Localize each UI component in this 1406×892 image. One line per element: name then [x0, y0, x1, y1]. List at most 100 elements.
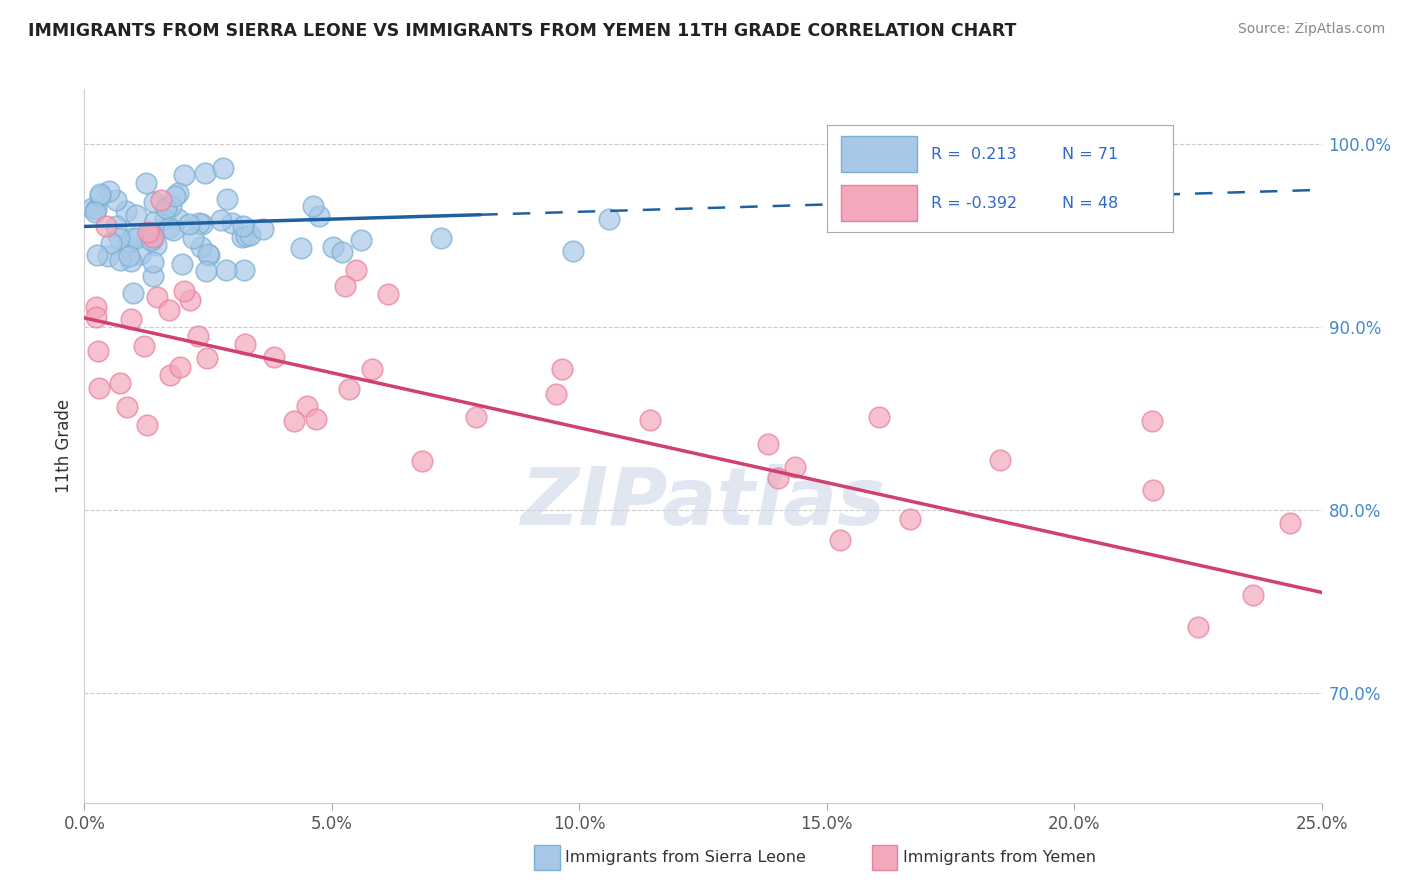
Point	[143, 195, 166, 210]
Point	[179, 217, 201, 231]
Point	[335, 278, 357, 293]
Point	[86, 248, 108, 262]
Point	[125, 208, 148, 222]
Point	[155, 201, 177, 215]
Point	[117, 238, 139, 252]
Point	[308, 209, 330, 223]
Point	[105, 193, 128, 207]
Point	[173, 168, 195, 182]
Point	[194, 166, 217, 180]
Point	[132, 339, 155, 353]
Point	[108, 253, 131, 268]
Point	[411, 453, 433, 467]
Point	[120, 311, 142, 326]
Point	[86, 202, 108, 217]
Point	[283, 414, 305, 428]
Point	[89, 187, 111, 202]
Point	[263, 350, 285, 364]
Point	[1140, 414, 1163, 428]
Point	[377, 286, 399, 301]
Y-axis label: 11th Grade: 11th Grade	[55, 399, 73, 493]
Point	[179, 293, 201, 308]
Point	[198, 248, 221, 262]
Point	[89, 381, 111, 395]
Point	[169, 359, 191, 374]
Point	[197, 247, 219, 261]
Point	[142, 269, 165, 284]
Point	[550, 362, 572, 376]
Point	[139, 227, 162, 241]
Point	[868, 409, 890, 424]
Point	[97, 250, 120, 264]
Point	[125, 230, 148, 244]
Point	[98, 185, 121, 199]
Point	[145, 238, 167, 252]
Point	[150, 193, 173, 207]
Point	[86, 344, 108, 359]
Point	[135, 176, 157, 190]
Point	[159, 198, 181, 212]
Point	[170, 257, 193, 271]
Bar	[841, 136, 917, 172]
Point	[84, 310, 107, 325]
Point	[139, 233, 162, 247]
Point	[239, 227, 262, 242]
Point	[195, 351, 218, 366]
Point	[209, 213, 232, 227]
Point	[191, 218, 214, 232]
Point	[159, 368, 181, 383]
Point	[212, 161, 235, 176]
Text: Immigrants from Yemen: Immigrants from Yemen	[903, 850, 1095, 864]
Point	[136, 418, 159, 433]
Point	[1241, 588, 1264, 602]
Point	[187, 328, 209, 343]
Point	[115, 203, 138, 218]
Point	[322, 239, 344, 253]
Point	[756, 437, 779, 451]
Point	[430, 231, 453, 245]
Point	[1278, 516, 1301, 530]
Point	[232, 263, 254, 277]
Point	[141, 233, 163, 247]
Point	[337, 382, 360, 396]
Point	[163, 189, 186, 203]
Point	[162, 223, 184, 237]
Point	[546, 387, 568, 401]
Point	[187, 216, 209, 230]
Point	[115, 401, 138, 415]
Point	[232, 219, 254, 233]
Point	[194, 264, 217, 278]
Point	[142, 255, 165, 269]
Point	[252, 221, 274, 235]
Point	[465, 409, 488, 424]
Point	[235, 228, 257, 243]
Text: Immigrants from Sierra Leone: Immigrants from Sierra Leone	[565, 850, 806, 864]
Point	[121, 285, 143, 300]
Text: IMMIGRANTS FROM SIERRA LEONE VS IMMIGRANTS FROM YEMEN 11TH GRADE CORRELATION CHA: IMMIGRANTS FROM SIERRA LEONE VS IMMIGRAN…	[28, 22, 1017, 40]
Point	[598, 211, 620, 226]
Point	[305, 411, 328, 425]
Text: N = 48: N = 48	[1063, 195, 1119, 211]
Point	[785, 459, 807, 474]
Point	[142, 229, 165, 244]
Point	[167, 211, 190, 226]
Point	[190, 240, 212, 254]
Text: Source: ZipAtlas.com: Source: ZipAtlas.com	[1237, 22, 1385, 37]
Point	[330, 245, 353, 260]
Point	[988, 452, 1011, 467]
Point	[84, 204, 107, 219]
Point	[143, 214, 166, 228]
Point	[157, 221, 180, 235]
Point	[1142, 483, 1164, 497]
Point	[290, 241, 312, 255]
Point	[302, 199, 325, 213]
Point	[94, 219, 117, 233]
Point	[110, 376, 132, 390]
Point	[146, 290, 169, 304]
Point	[108, 231, 131, 245]
Point	[118, 249, 141, 263]
Point	[173, 285, 195, 299]
Point	[129, 247, 152, 261]
Point	[100, 236, 122, 251]
Point	[217, 193, 239, 207]
